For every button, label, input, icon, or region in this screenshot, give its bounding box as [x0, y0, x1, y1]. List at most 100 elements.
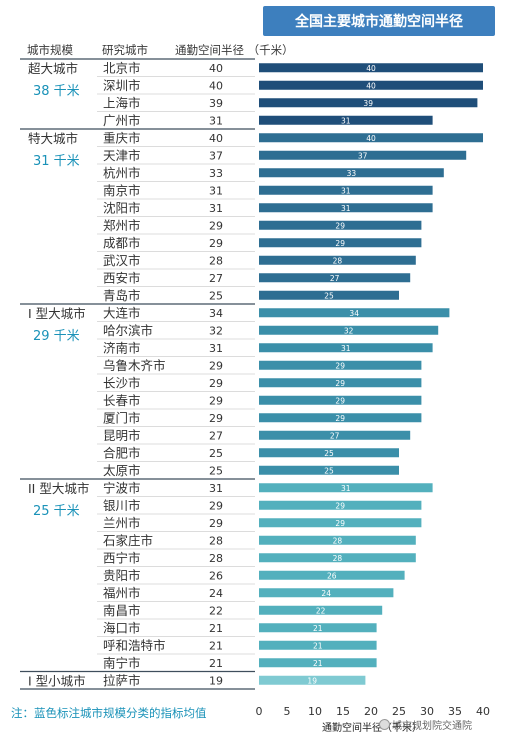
value-label: 37: [209, 149, 223, 162]
x-tick-label: 5: [284, 705, 291, 718]
city-label: 昆明市: [103, 428, 141, 443]
bar: [259, 518, 422, 528]
city-label: 杭州市: [103, 165, 141, 180]
value-label: 40: [209, 79, 223, 92]
bar: [259, 273, 411, 283]
bar: [259, 448, 399, 458]
value-label: 31: [209, 482, 223, 495]
bar-data-label: 32: [344, 326, 354, 335]
value-label: 31: [209, 202, 223, 215]
bar: [259, 80, 483, 90]
bar-data-label: 31: [341, 344, 351, 353]
bar-data-label: 29: [335, 361, 345, 370]
city-label: 南昌市: [103, 603, 141, 618]
group-label: 超大城市: [28, 61, 78, 76]
bar-data-label: 29: [335, 239, 345, 248]
city-label: 大连市: [103, 305, 141, 320]
bar: [259, 430, 411, 440]
city-label: 兰州市: [103, 515, 141, 530]
city-label: 武汉市: [103, 253, 141, 268]
bar: [259, 360, 422, 370]
value-label: 26: [209, 569, 223, 582]
city-label: 太原市: [103, 463, 141, 478]
bar-data-label: 40: [366, 81, 376, 90]
bar-data-label: 21: [313, 624, 323, 633]
bar: [259, 535, 416, 545]
value-label: 31: [209, 184, 223, 197]
bar-data-label: 29: [335, 221, 345, 230]
value-label: 29: [209, 377, 223, 390]
bar-data-label: 26: [327, 571, 337, 580]
group-label: 特大城市: [28, 131, 78, 146]
x-tick-label: 15: [336, 705, 350, 718]
x-tick-label: 35: [448, 705, 462, 718]
watermark: 城市规划院交通院: [379, 717, 472, 732]
header-city-scale: 城市规模: [27, 43, 73, 57]
group-label: I 型小城市: [28, 674, 86, 689]
value-label: 22: [209, 604, 223, 617]
bar: [259, 185, 433, 195]
x-tick-label: 20: [364, 705, 378, 718]
value-label: 19: [209, 674, 223, 687]
value-label: 34: [209, 307, 223, 320]
bar-data-label: 29: [335, 414, 345, 423]
value-label: 31: [209, 114, 223, 127]
bar-data-label: 29: [335, 379, 345, 388]
bar-data-label: 31: [341, 186, 351, 195]
city-label: 厦门市: [103, 410, 141, 425]
bar-data-label: 28: [333, 554, 343, 563]
value-label: 25: [209, 447, 223, 460]
city-label: 西宁市: [103, 550, 141, 565]
bar: [259, 133, 483, 143]
bar: [259, 98, 478, 108]
bar: [259, 675, 366, 685]
bar-data-label: 19: [307, 676, 317, 685]
bar: [259, 308, 450, 318]
bar: [259, 115, 433, 125]
value-label: 24: [209, 587, 223, 600]
bar: [259, 203, 433, 213]
city-label: 青岛市: [103, 288, 141, 303]
bar-data-label: 21: [313, 641, 323, 650]
value-label: 32: [209, 324, 223, 337]
value-label: 40: [209, 62, 223, 75]
city-label: 广州市: [103, 113, 141, 128]
bar-data-label: 29: [335, 501, 345, 510]
city-label: 贵阳市: [103, 568, 141, 583]
bar: [259, 343, 433, 353]
bar-data-label: 33: [347, 169, 357, 178]
value-label: 21: [209, 657, 223, 670]
value-label: 39: [209, 97, 223, 110]
value-label: 28: [209, 552, 223, 565]
bar: [259, 658, 377, 668]
city-label: 郑州市: [103, 218, 141, 233]
city-label: 西安市: [103, 270, 141, 285]
value-label: 21: [209, 639, 223, 652]
value-label: 29: [209, 394, 223, 407]
city-label: 呼和浩特市: [103, 638, 166, 653]
bar-data-label: 28: [333, 256, 343, 265]
bar-data-label: 39: [363, 99, 373, 108]
bar-data-label: 27: [330, 431, 340, 440]
city-label: 乌鲁木齐市: [103, 358, 166, 373]
city-label: 海口市: [103, 620, 141, 635]
bar-data-label: 31: [341, 484, 351, 493]
bar-data-label: 40: [366, 134, 376, 143]
value-label: 28: [209, 534, 223, 547]
value-label: 29: [209, 499, 223, 512]
city-label: 上海市: [103, 95, 141, 110]
bar: [259, 570, 405, 580]
value-label: 29: [209, 517, 223, 530]
watermark-icon: [379, 719, 390, 730]
bar-data-label: 28: [333, 536, 343, 545]
x-tick-label: 0: [256, 705, 263, 718]
city-label: 福州市: [103, 585, 141, 600]
bar: [259, 378, 422, 388]
city-label: 石家庄市: [103, 533, 153, 548]
city-label: 重庆市: [103, 130, 141, 145]
bar-data-label: 22: [316, 606, 326, 615]
city-label: 哈尔滨市: [103, 323, 153, 338]
bar: [259, 553, 416, 563]
x-axis-label: 通勤空间半径（千米）: [322, 723, 422, 734]
